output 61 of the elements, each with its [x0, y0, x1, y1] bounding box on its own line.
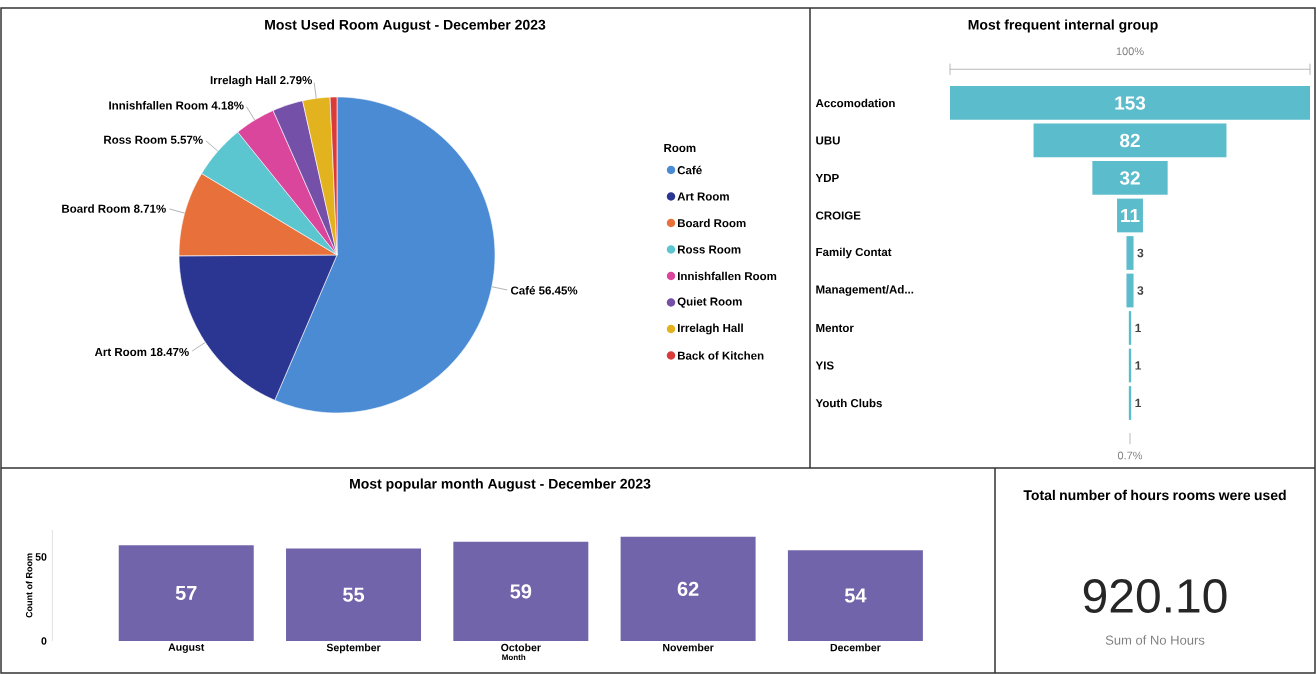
x-tick-label: October — [501, 643, 541, 652]
legend-label: Art Room — [677, 192, 729, 201]
legend-label: Ross Room — [677, 245, 741, 254]
slice-label: Café — [510, 285, 536, 295]
x-tick-label: December — [830, 643, 881, 652]
data-label: 82 — [1120, 133, 1140, 148]
legend-label: Quiet Room — [677, 297, 742, 308]
chart-title: Most Used Room August - December 2023 — [265, 19, 546, 33]
text: 0.7% — [1117, 451, 1143, 460]
data-label: 57 — [175, 586, 197, 601]
category-label: YDP — [815, 174, 839, 182]
x-axis-title: Month — [502, 654, 526, 661]
y-tick-label: 0 — [41, 637, 47, 645]
legend-label: Back of Kitchen — [677, 351, 764, 360]
data-label: 3 — [1137, 248, 1144, 258]
y-tick-label: 50 — [35, 553, 47, 561]
category-label: Accomodation — [815, 98, 895, 108]
data-label: 1 — [1135, 361, 1142, 370]
x-tick-label: August — [168, 643, 205, 653]
data-label: 1 — [1135, 323, 1142, 333]
text: Sum of No Hours — [1105, 635, 1205, 645]
data-label: 2.79% — [280, 76, 312, 85]
data-label: 32 — [1119, 171, 1140, 185]
data-label: 18.47% — [150, 347, 189, 357]
x-tick-label: September — [326, 643, 381, 654]
category-label: CROIGE — [816, 211, 861, 220]
category-label: Family Contat — [816, 247, 892, 259]
legend-label: Board Room — [677, 218, 746, 228]
data-label: 11 — [1121, 208, 1140, 223]
category-label: Youth Clubs — [815, 398, 882, 408]
data-label: 4.18% — [211, 101, 244, 110]
slice-label: Irrelagh Hall — [210, 75, 276, 87]
data-label: 8.71% — [133, 204, 166, 213]
category-label: Mentor — [816, 323, 854, 332]
text: 100% — [1116, 47, 1144, 56]
text: Most frequent internal group — [968, 19, 1158, 33]
data-label: 3 — [1137, 286, 1144, 295]
data-label: 1 — [1135, 398, 1142, 408]
legend-label: Café — [677, 165, 702, 175]
data-label: 54 — [844, 588, 867, 603]
data-label: 5.57% — [170, 135, 203, 144]
slice-label: Art Room — [94, 347, 147, 357]
data-label: 59 — [510, 584, 532, 599]
data-label: 153 — [1115, 96, 1146, 110]
legend-title: Room — [664, 143, 696, 152]
legend-label: Innishfallen Room — [677, 271, 777, 281]
category-label: YIS — [815, 361, 834, 370]
data-label: 62 — [677, 581, 699, 596]
x-tick-label: November — [663, 643, 714, 652]
category-label: UBU — [816, 136, 840, 145]
chart-title: Most popular month August - December 2023 — [350, 478, 651, 492]
data-label: 55 — [343, 587, 365, 602]
slice-label: Ross Room — [104, 135, 167, 144]
legend-label: Irrelagh Hall — [677, 323, 743, 335]
text: 920.10 — [1083, 578, 1227, 613]
data-label: 56.45% — [538, 286, 578, 295]
y-axis-title: Count of Room — [25, 553, 33, 618]
category-label: Management/Ad... — [816, 285, 914, 296]
text: Total number of hours rooms were used — [1023, 489, 1286, 501]
slice-label: Innishfallen Room — [109, 101, 208, 110]
slice-label: Board Room — [62, 204, 130, 213]
